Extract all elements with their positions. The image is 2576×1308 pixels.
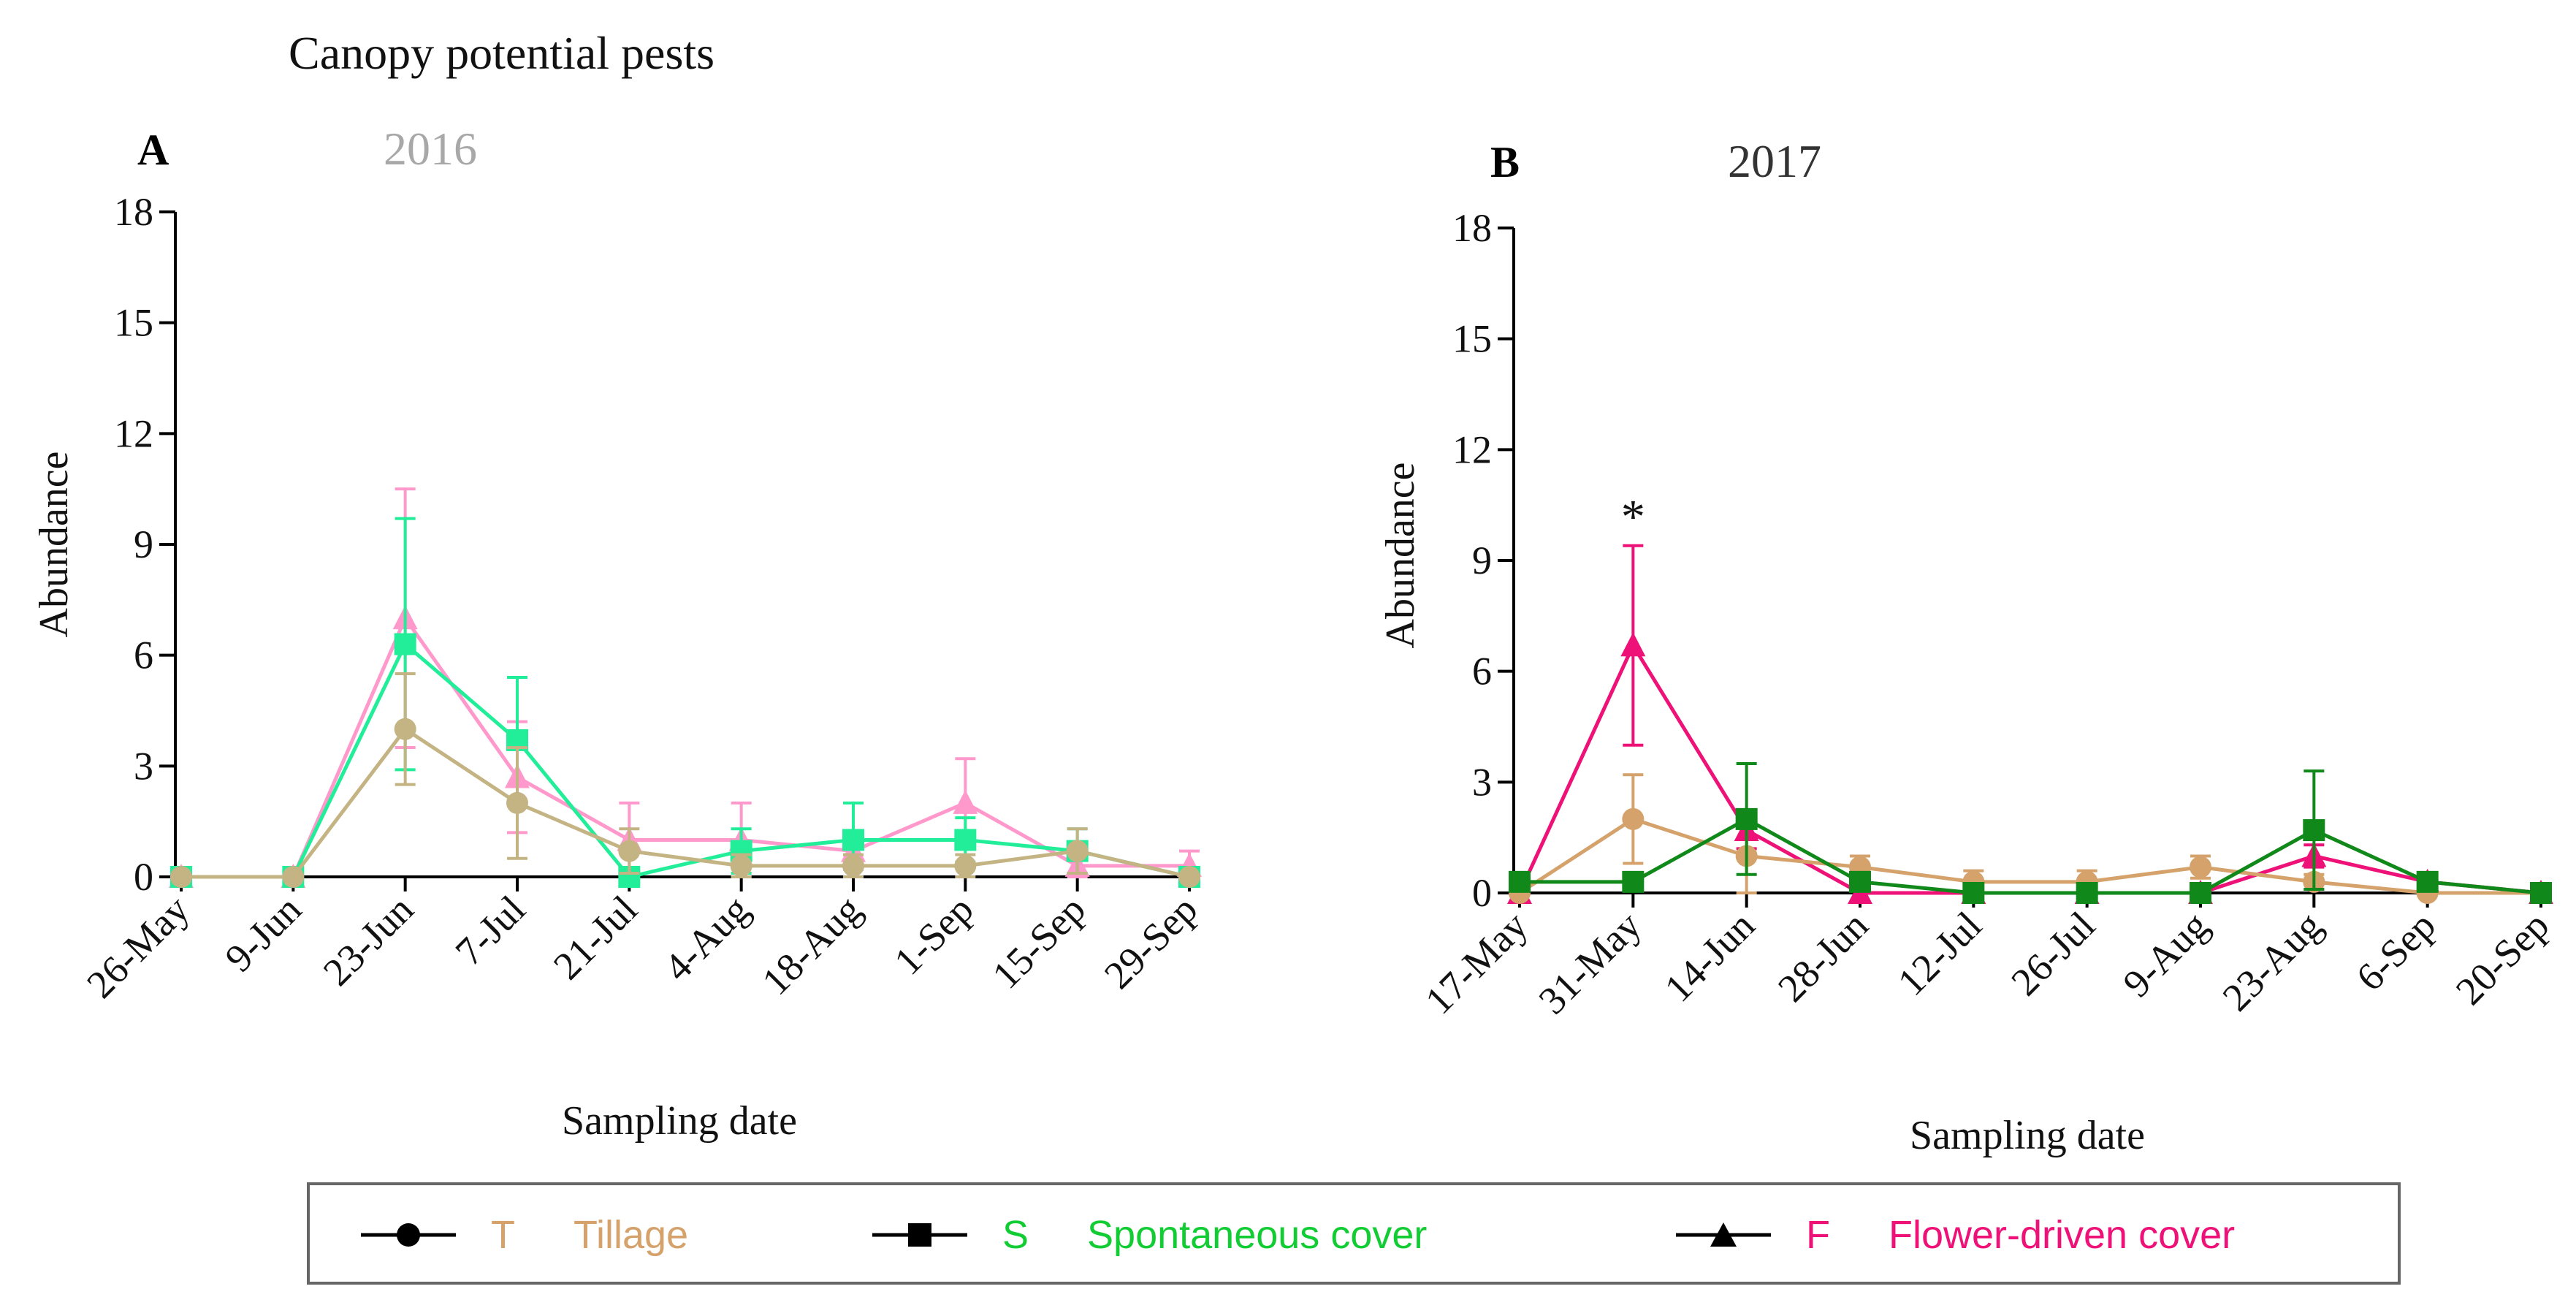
panel-a-letter: A <box>137 126 169 174</box>
panel-b-ytick-label: 6 <box>1472 650 1492 693</box>
panel-a-ytick-label: 18 <box>114 190 153 234</box>
panel-b-letter: B <box>1490 138 1520 186</box>
panel-b-ytick-label: 3 <box>1472 760 1492 804</box>
panel-a-series-t-line <box>181 726 1190 879</box>
panel-b-xtick-label: 28-Jun <box>1769 903 1876 1010</box>
panel-b-series-s-point <box>1622 870 1645 893</box>
legend-label-tillage: Tillage <box>573 1213 689 1257</box>
panel-b-xtick-label: 26-Jul <box>2003 903 2103 1004</box>
panel-b-title: 2017 <box>1728 135 1821 187</box>
panel-a-ytick-label: 12 <box>114 411 153 455</box>
panel-a-xtick-label: 7-Jul <box>447 887 534 974</box>
panel-b-series-s-point <box>2303 819 2325 842</box>
panel-a-xtick-label: 23-Jun <box>315 887 422 994</box>
panel-a-series-t-point <box>170 866 192 888</box>
panel-a-series-t-point <box>282 866 305 888</box>
panel-a-ytick-label: 9 <box>134 522 153 566</box>
panel-b-series-f-line <box>1517 641 2542 895</box>
legend-item-tillage: T Tillage <box>361 1212 688 1258</box>
panel-b-ylabel: Abundance <box>1378 462 1423 648</box>
panel-b-series-s-point <box>2076 882 2098 904</box>
panel-b-significance-annotation: * <box>1621 490 1645 544</box>
panel-a-series-t-point <box>618 840 641 862</box>
panel-b-series-t-point <box>2190 856 2211 878</box>
panel-b-xtick-label: 20-Sep <box>2447 903 2558 1014</box>
square-marker-icon <box>872 1223 967 1247</box>
legend-label-spontaneous: Spontaneous cover <box>1087 1213 1428 1257</box>
panel-b-series-t-point <box>1622 807 1645 830</box>
figure-title: Canopy potential pests <box>289 27 715 79</box>
panel-a-series-s-point <box>394 633 416 655</box>
panel-a-series-t-point <box>506 791 528 814</box>
panel-b-xtick-label: 9-Aug <box>2114 903 2217 1005</box>
panel-a-xtick-label: 4-Aug <box>655 887 758 989</box>
panel-b-xtick-label: 12-Jul <box>1889 903 1990 1004</box>
panel-a-ytick-label: 6 <box>134 634 153 677</box>
legend-code-s: S <box>1002 1213 1029 1257</box>
panel-b-ytick-label: 0 <box>1472 871 1492 915</box>
panel-a-xtick-label: 1-Sep <box>885 887 982 984</box>
panel-b-ytick-label: 15 <box>1452 317 1492 361</box>
panel-a-series-t-point <box>394 718 416 740</box>
panel-b-xlabel: Sampling date <box>1910 1113 2145 1158</box>
panel-b-series-s-line <box>1520 817 2542 895</box>
circle-marker-icon <box>361 1223 456 1247</box>
panel-b-series-f-point <box>1620 632 1646 657</box>
panel-a-series-s-line <box>181 641 1190 879</box>
panel-a-ytick-label: 0 <box>134 855 153 899</box>
panel-a-ytick-label: 3 <box>134 744 153 788</box>
panel-a-series-t-point <box>1178 866 1200 888</box>
panel-b-xtick-label: 14-Jun <box>1656 903 1763 1010</box>
panel-a-xlabel: Sampling date <box>562 1098 797 1144</box>
panel-b-series-s-point <box>1735 807 1758 830</box>
legend-label-flower: Flower-driven cover <box>1889 1213 2236 1257</box>
panel-a-series-t-point <box>954 854 977 877</box>
panel-a-xtick-label: 26-May <box>78 887 197 1006</box>
panel-a-series-t-point <box>1066 840 1089 862</box>
panel-a-xtick-label: 21-Jul <box>545 887 646 988</box>
panel-a-series-t-point <box>842 854 864 877</box>
panel-a-chart: 0 3 6 9 12 15 18 26-May 9-Jun 23-Jun 7-Jul 21-Jul 4-… <box>78 190 1205 1006</box>
panel-b-series-s-point <box>1849 870 1871 893</box>
legend-item-spontaneous: S Spontaneous cover <box>872 1212 1427 1258</box>
panel-b-ytick-label: 18 <box>1452 206 1492 250</box>
triangle-marker-icon <box>1676 1223 1771 1247</box>
panel-a-ylabel: Abundance <box>31 451 77 637</box>
panel-a-title: 2016 <box>384 123 477 175</box>
panel-a-series-t-point <box>730 854 752 877</box>
panel-a-series-f-line <box>181 615 1189 879</box>
panel-a-xtick-label: 9-Jun <box>217 887 310 980</box>
panel-b-xtick-label: 6-Sep <box>2348 903 2444 1000</box>
panel-b-xtick-label: 31-May <box>1530 903 1649 1022</box>
panel-a-xtick-label: 15-Sep <box>984 887 1094 997</box>
panel-b-series-t-line <box>1518 817 2541 895</box>
panel-a-xtick-label: 29-Sep <box>1096 887 1206 997</box>
panel-a-xtick-label: 18-Aug <box>753 887 869 1003</box>
panel-b-series-s-point <box>2530 882 2552 904</box>
panel-a-series-f-point <box>953 789 978 814</box>
legend-code-f: F <box>1806 1213 1830 1257</box>
panel-b-ytick-label: 9 <box>1472 539 1492 582</box>
panel-b-series-s-point <box>2416 870 2439 893</box>
legend-code-t: T <box>491 1213 515 1257</box>
panel-a-ytick-label: 15 <box>114 301 153 345</box>
panel-b-xtick-label: 17-May <box>1417 903 1536 1022</box>
panel-b-series-s-point <box>2190 882 2211 904</box>
legend-item-flower: F Flower-driven cover <box>1676 1212 2235 1258</box>
panel-b-xtick-label: 23-Aug <box>2214 903 2331 1019</box>
panel-a-series-s-point <box>954 829 977 851</box>
panel-b-series-s-point <box>1509 870 1531 893</box>
legend: T Tillage S Spontaneous cover F Flower-d… <box>307 1182 2401 1285</box>
panel-a-series-s-point <box>842 829 864 851</box>
panel-b-series-s-point <box>1962 882 1985 904</box>
panel-b-ytick-label: 12 <box>1452 427 1492 471</box>
